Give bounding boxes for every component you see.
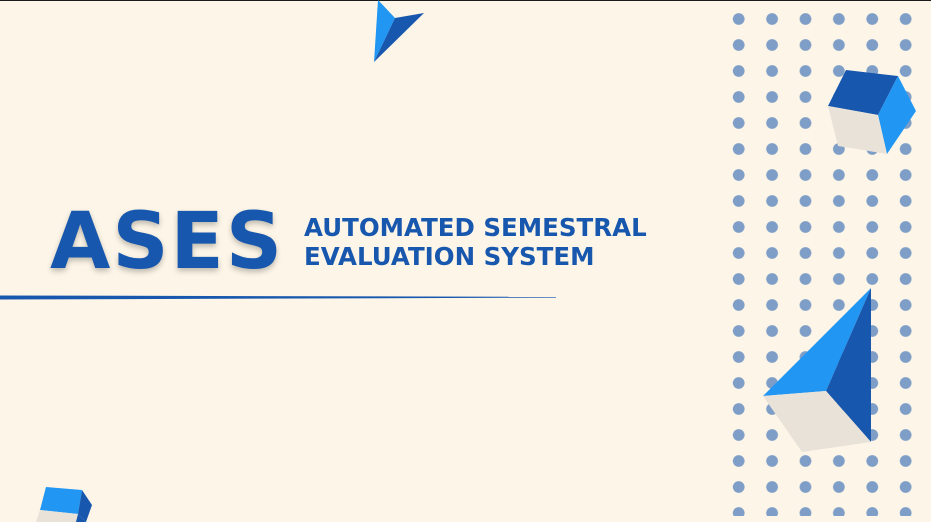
pyramid-icon bbox=[763, 288, 871, 452]
title-underline bbox=[0, 295, 556, 300]
cube-icon bbox=[36, 487, 92, 522]
title-acronym: ASES bbox=[50, 197, 285, 287]
paper-plane-icon bbox=[374, 0, 424, 62]
cube-icon bbox=[828, 70, 916, 154]
title-subtitle: AUTOMATED SEMESTRAL EVALUATION SYSTEM bbox=[304, 213, 647, 271]
title-block: ASES AUTOMATED SEMESTRAL EVALUATION SYST… bbox=[50, 203, 647, 281]
top-border bbox=[0, 0, 931, 1]
subtitle-line-2: EVALUATION SYSTEM bbox=[304, 242, 595, 271]
subtitle-line-1: AUTOMATED SEMESTRAL bbox=[304, 213, 647, 242]
